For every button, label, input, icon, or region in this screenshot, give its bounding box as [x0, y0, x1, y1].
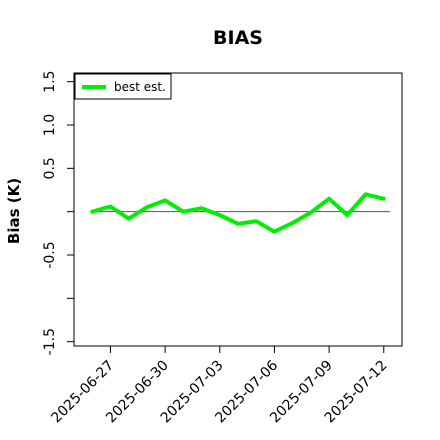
y-tick-label: -1.5 — [42, 328, 58, 355]
legend: best est. — [74, 73, 172, 100]
y-tick-label: 1.0 — [42, 114, 58, 136]
y-axis-label: Bias (K) — [5, 178, 23, 244]
y-tick-label: -0.5 — [42, 241, 58, 268]
y-tick-label: 0.5 — [42, 157, 58, 179]
chart-title: BIAS — [213, 27, 263, 49]
series-line-best-est — [90, 192, 386, 234]
y-axis: -1.5 -0.5 0.5 1.0 1.5 — [42, 71, 74, 355]
plot-frame — [73, 72, 403, 347]
y-tick-label: 1.5 — [42, 71, 58, 93]
x-axis: 2025-06-272025-06-302025-07-032025-07-06… — [48, 346, 391, 426]
legend-label-best-est: best est. — [114, 80, 166, 94]
